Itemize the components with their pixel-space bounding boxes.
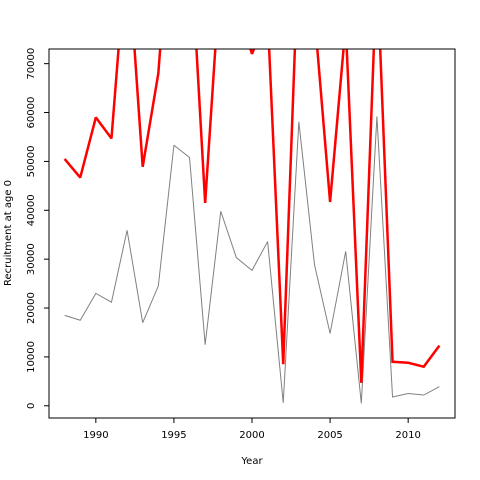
y-tick-label: 20000 <box>26 292 37 324</box>
x-tick-label: 2005 <box>317 430 342 441</box>
y-tick-label: 70000 <box>26 48 37 80</box>
series-layer <box>63 49 441 404</box>
x-axis: 1990 1995 2000 2005 2010 <box>83 418 421 441</box>
y-axis-label: Recruitment at age 0 <box>3 180 14 286</box>
x-tick-label: 2000 <box>239 430 264 441</box>
x-tick-label: 1990 <box>83 430 108 441</box>
x-tick-label: 1995 <box>161 430 186 441</box>
y-tick-label: 50000 <box>26 146 37 178</box>
y-tick-label: 0 <box>26 403 37 409</box>
y-tick-label: 40000 <box>26 194 37 226</box>
x-axis-label: Year <box>240 456 263 467</box>
y-tick-label: 30000 <box>26 243 37 275</box>
x-tick-label: 2010 <box>395 430 420 441</box>
series-line-2 <box>64 116 440 404</box>
y-axis: 0 10000 20000 30000 40000 50000 60000 70000 <box>26 48 49 409</box>
y-tick-label: 10000 <box>26 341 37 373</box>
series-line-1 <box>63 49 441 383</box>
y-tick-label: 60000 <box>26 97 37 129</box>
